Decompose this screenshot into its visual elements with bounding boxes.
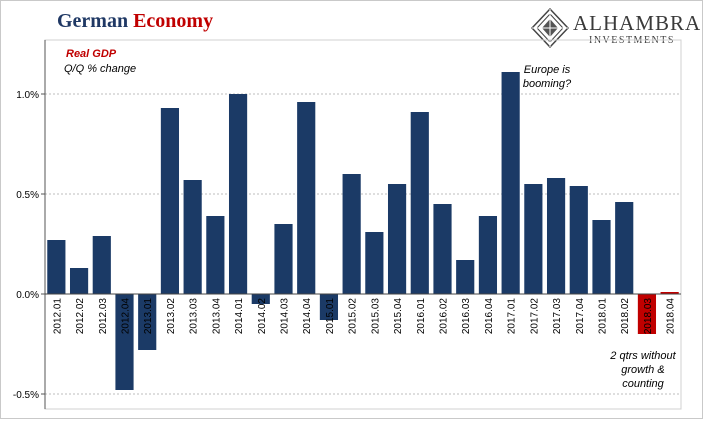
bar-2018.04 — [660, 292, 679, 294]
x-tick-label: 2017.02 — [529, 298, 540, 335]
bar-2012.04 — [115, 294, 134, 390]
bar-2012.01 — [47, 240, 66, 294]
bar-2012.03 — [92, 236, 111, 294]
y-tick-label: 0.5% — [16, 190, 39, 201]
x-tick-label: 2012.04 — [121, 298, 132, 335]
annotation-europe-line2: booming? — [522, 78, 572, 90]
x-tick-label: 2013.02 — [166, 298, 177, 335]
bar-2017.04 — [569, 186, 588, 294]
chart-title: German Economy — [57, 10, 213, 33]
x-tick-label: 2013.01 — [143, 298, 154, 335]
bar-2013.02 — [160, 108, 180, 294]
x-tick-label: 2018.03 — [643, 298, 654, 335]
grid-lines — [45, 93, 681, 395]
bar-2016.01 — [410, 112, 429, 294]
y-tick-label: 1.0% — [16, 90, 39, 101]
x-tick-label: 2014.02 — [257, 298, 268, 335]
x-tick-label: 2018.02 — [620, 298, 631, 335]
bar-2012.02 — [69, 268, 89, 294]
x-tick-label: 2012.03 — [98, 298, 109, 335]
x-tick-label: 2017.01 — [507, 298, 518, 335]
annotation-qtrs-line3: counting — [622, 378, 664, 390]
bar-2015.03 — [365, 232, 384, 294]
x-tick-label: 2015.04 — [393, 298, 404, 335]
x-tick-label: 2017.04 — [575, 298, 586, 335]
bar-2018.01 — [592, 220, 611, 294]
bar-2016.02 — [433, 204, 452, 294]
bar-2015.04 — [387, 184, 407, 294]
bar-2014.01 — [228, 94, 248, 294]
bar-2017.02 — [524, 184, 543, 294]
bar-2016.03 — [456, 260, 475, 294]
axes — [41, 39, 682, 410]
title-part-german: German — [57, 10, 129, 32]
title-part-economy: Economy — [133, 10, 214, 32]
annotation-qtrs-line2: growth & — [621, 364, 665, 376]
bar-2017.01 — [501, 72, 520, 294]
bar-2016.04 — [478, 216, 498, 294]
x-tick-label: 2016.04 — [484, 298, 495, 335]
bar-2017.03 — [546, 178, 566, 294]
series-label: Real GDP — [66, 48, 117, 60]
bar-2014.04 — [297, 102, 316, 294]
x-tick-label: 2016.02 — [439, 298, 450, 335]
annotation-europe-line1: Europe is — [523, 64, 571, 76]
x-tick-label: 2014.01 — [234, 298, 245, 335]
bar-2015.02 — [342, 174, 361, 294]
tick-labels: -0.5% 0.0% 0.5% 1.0% 2012.01 2012.02 2012.03 20… — [13, 90, 677, 401]
x-tick-label: 2016.03 — [461, 298, 472, 335]
bar-2014.02 — [251, 294, 270, 304]
bar-2018.03 — [637, 294, 657, 334]
bar-2018.02 — [615, 202, 634, 294]
x-tick-label: 2013.03 — [189, 298, 200, 335]
x-tick-label: 2015.03 — [370, 298, 381, 335]
bar-2015.01 — [319, 294, 339, 320]
x-tick-label: 2016.01 — [416, 298, 427, 335]
x-tick-label: 2014.03 — [280, 298, 291, 335]
bar-2013.03 — [183, 180, 202, 294]
x-tick-label: 2017.03 — [552, 298, 563, 335]
bar-2014.03 — [274, 224, 293, 294]
y-tick-label: 0.0% — [16, 290, 39, 301]
x-tick-label: 2012.01 — [52, 298, 63, 335]
x-tick-label: 2014.04 — [302, 298, 313, 335]
x-tick-label: 2015.02 — [348, 298, 359, 335]
x-tick-label: 2012.02 — [75, 298, 86, 335]
x-tick-label: 2018.01 — [598, 298, 609, 335]
x-tick-label: 2018.04 — [666, 298, 677, 335]
y-tick-label: -0.5% — [13, 390, 39, 401]
annotation-qtrs-line1: 2 qtrs without — [610, 350, 676, 362]
x-tick-label: 2013.04 — [211, 298, 222, 335]
series-unit: Q/Q % change — [64, 63, 137, 75]
diamond-logo-icon — [531, 8, 569, 48]
bar-2013.01 — [138, 294, 157, 350]
annotation-europe: Europe is booming? — [512, 63, 582, 91]
x-tick-label: 2015.01 — [325, 298, 336, 335]
logo-name: ALHAMBRA — [573, 11, 702, 35]
annotation-qtrs: 2 qtrs without growth & counting — [596, 349, 690, 391]
bars — [47, 72, 679, 390]
bar-2013.04 — [206, 216, 225, 294]
